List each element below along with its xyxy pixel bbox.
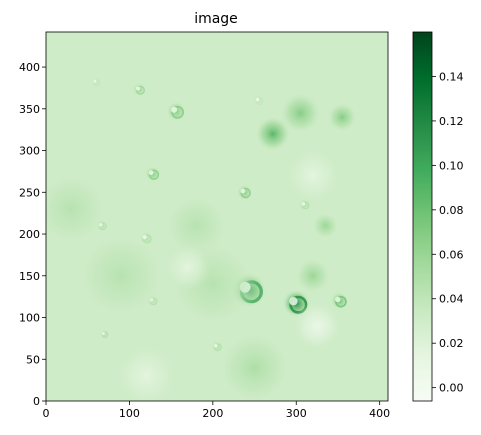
heatmap-ridge: [279, 91, 322, 135]
crater-rim: [93, 79, 101, 86]
y-tick-label: 200: [19, 228, 40, 241]
crater-highlight: [93, 79, 97, 83]
crater-highlight: [148, 170, 154, 176]
colorbar-tick-label: 0.10: [439, 159, 464, 172]
colorbar-tick-label: 0.02: [439, 337, 464, 350]
heatmap-bright: [165, 244, 211, 290]
chart-title: image: [194, 11, 238, 27]
crater-highlight: [255, 97, 260, 102]
colorbar-gradient: [413, 32, 432, 401]
y-tick-label: 150: [19, 270, 40, 283]
crater-rim: [255, 97, 264, 105]
heatmap-ridge: [254, 115, 291, 152]
heatmap-ridge: [311, 212, 339, 240]
crater-highlight: [171, 106, 178, 113]
heatmap-ridge: [46, 171, 109, 247]
crater-highlight: [135, 86, 141, 91]
x-tick-label: 100: [119, 407, 140, 420]
crater-rim: [148, 169, 160, 180]
colorbar-ticks: 0.00 0.02 0.04 0.06 0.08 0.10 0.12 0.14: [432, 70, 464, 395]
crater-highlight: [335, 296, 341, 303]
y-axis: 0 50 100 150 200 250 300 350 400: [19, 61, 46, 408]
y-tick-label: 350: [19, 103, 40, 116]
y-tick-label: 300: [19, 145, 40, 158]
crater-rim: [240, 187, 251, 199]
plot-frame: [45, 31, 389, 402]
colorbar-tick-label: 0.14: [439, 70, 464, 83]
colorbar-tick-label: 0.06: [439, 248, 464, 261]
crater-highlight: [101, 331, 105, 335]
heatmap-ridge: [217, 330, 293, 401]
x-tick-label: 300: [286, 407, 307, 420]
colorbar-frame: [412, 31, 433, 402]
heatmap-ridge: [294, 257, 331, 294]
crater-rim: [301, 201, 310, 210]
heatmap-bright: [116, 345, 177, 401]
crater-highlight: [213, 344, 218, 348]
colorbar-tick-label: 0.04: [439, 293, 464, 306]
colorbar-tick-label: 0.12: [439, 115, 464, 128]
crater-highlight: [240, 188, 246, 194]
x-axis: 0 100 200 300 400: [43, 401, 390, 420]
heatmap-ridge: [327, 102, 358, 133]
heatmap-ridge: [76, 230, 167, 321]
colorbar-tick-label: 0.08: [439, 204, 464, 217]
y-tick-label: 400: [19, 61, 40, 74]
crater-highlight: [289, 297, 298, 306]
colorbar-tick-label: 0.00: [439, 382, 464, 395]
crater-rim: [171, 105, 185, 119]
crater-rim: [214, 343, 222, 352]
y-tick-label: 0: [33, 395, 40, 408]
crater-rim: [101, 331, 109, 338]
y-tick-label: 50: [26, 353, 40, 366]
heatmap-features: [46, 77, 358, 401]
crater-highlight: [301, 202, 306, 206]
x-tick-label: 200: [202, 407, 223, 420]
heatmap-bright: [285, 148, 340, 203]
plot-area: [45, 31, 389, 402]
heatmap-bright: [293, 301, 342, 350]
colorbar: 0.00 0.02 0.04 0.06 0.08 0.10 0.12 0.14: [412, 31, 464, 402]
y-tick-label: 100: [19, 312, 40, 325]
y-tick-label: 250: [19, 186, 40, 199]
x-tick-label: 0: [43, 407, 50, 420]
crater-rim: [135, 85, 145, 95]
crater-rim: [335, 295, 347, 308]
x-tick-label: 400: [369, 407, 390, 420]
